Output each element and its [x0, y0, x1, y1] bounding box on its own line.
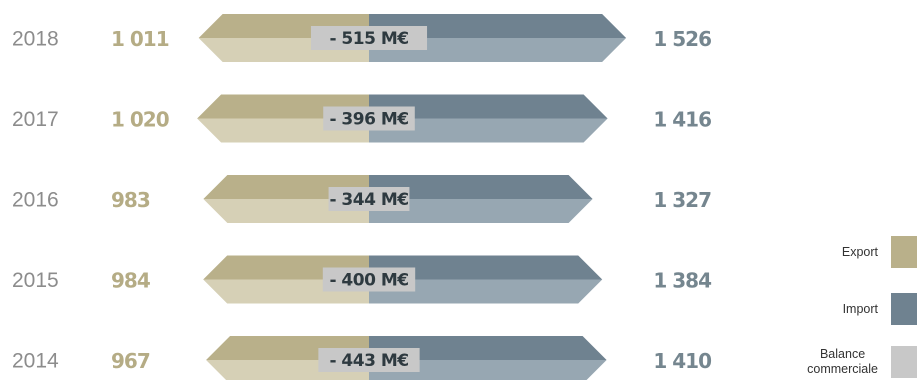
export-label-2015: 984: [111, 269, 150, 293]
legend-label-export: Export: [841, 244, 878, 259]
import-arrow-top-2017: [369, 94, 608, 119]
import-arrow-bottom-2016: [369, 199, 593, 223]
balance-label-2014: - 443 M€: [329, 351, 408, 371]
legend-swatch-export: [891, 236, 917, 268]
year-label-2017: 2017: [12, 108, 59, 131]
legend-swatch-import: [891, 293, 917, 325]
import-arrow-top-2016: [369, 175, 593, 199]
legend: Export Import Balance commerciale: [777, 0, 917, 380]
legend-swatch-balance: [891, 346, 917, 378]
import-arrow-bottom-2018: [369, 38, 627, 62]
import-arrow-bottom-2015: [369, 279, 603, 304]
year-label-2018: 2018: [12, 28, 59, 51]
balance-label-2018: - 515 M€: [329, 29, 408, 49]
import-arrow-bottom-2017: [369, 118, 608, 143]
balance-box-2016: [328, 187, 410, 211]
import-arrow-top-2014: [369, 336, 607, 360]
year-label-2016: 2016: [12, 189, 59, 212]
balance-box-2015: [322, 267, 416, 292]
import-label-2017: 1 416: [653, 108, 711, 132]
legend-item-balance: Balance commerciale: [807, 346, 917, 378]
legend-item-export: Export: [842, 236, 917, 268]
year-label-2014: 2014: [12, 350, 59, 373]
import-arrow-bottom-2014: [369, 360, 607, 380]
export-arrow-bottom-2016: [203, 199, 369, 223]
export-label-2014: 967: [111, 349, 150, 373]
balance-label-2017: - 396 M€: [329, 110, 408, 130]
legend-item-import: Import: [843, 293, 917, 325]
balance-box-2017: [323, 106, 415, 131]
export-arrow-top-2016: [203, 175, 369, 199]
balance-box-2014: [318, 348, 420, 372]
legend-label-balance: Balance commerciale: [807, 347, 878, 376]
legend-label-import: Import: [842, 301, 878, 316]
import-arrow-top-2015: [369, 255, 603, 280]
import-label-2014: 1 410: [653, 349, 711, 373]
import-label-2018: 1 526: [653, 27, 711, 51]
export-label-2016: 983: [111, 188, 150, 212]
import-arrow-top-2018: [369, 14, 627, 38]
import-label-2015: 1 384: [653, 269, 711, 293]
balance-box-2018: [310, 26, 428, 50]
balance-label-2016: - 344 M€: [329, 190, 408, 210]
export-label-2018: 1 011: [111, 27, 169, 51]
balance-label-2015: - 400 M€: [329, 271, 408, 291]
import-label-2016: 1 327: [653, 188, 711, 212]
export-label-2017: 1 020: [111, 108, 169, 132]
year-label-2015: 2015: [12, 269, 59, 292]
